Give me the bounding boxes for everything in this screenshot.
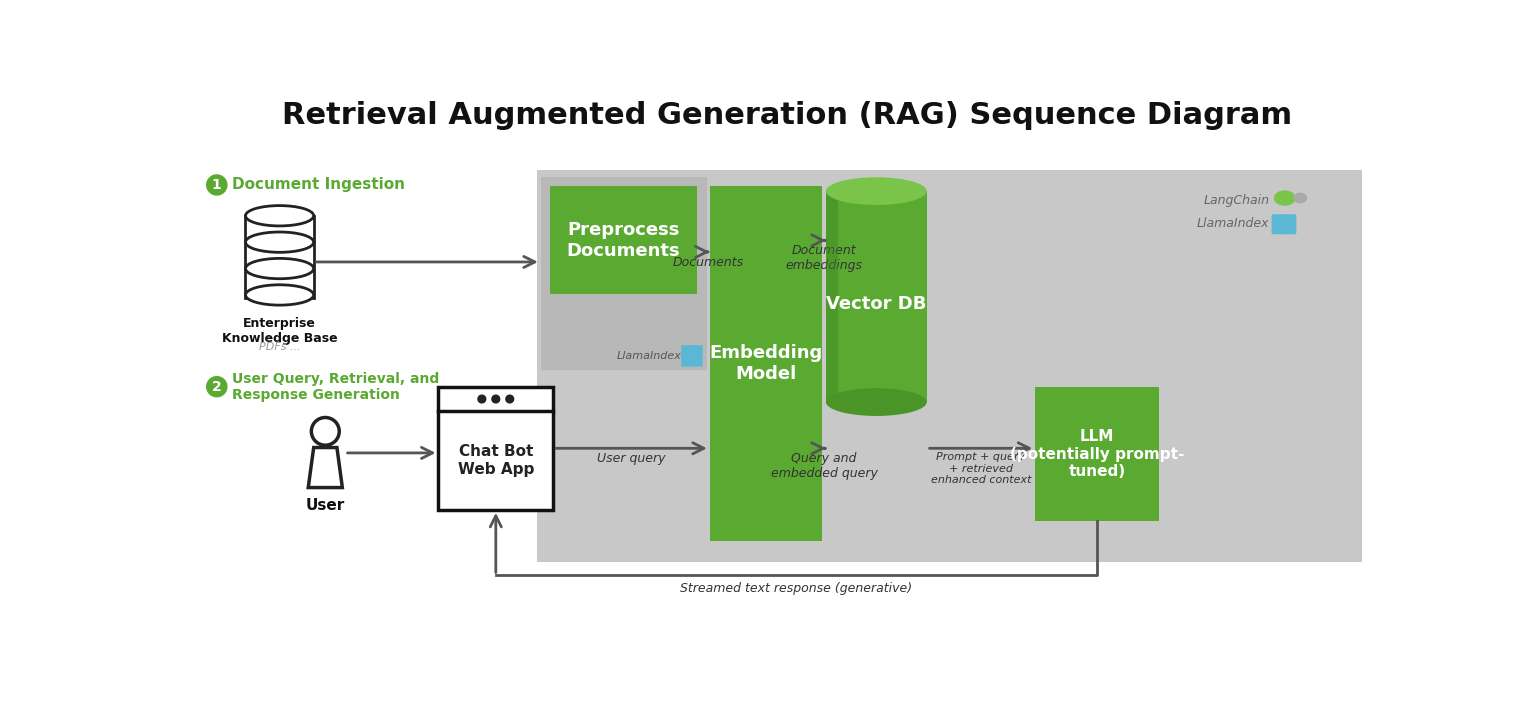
Text: Vector DB: Vector DB [826,295,926,313]
Text: Query and
embedded query: Query and embedded query [771,452,877,480]
Text: Document Ingestion: Document Ingestion [232,177,406,192]
Text: LlamaIndex: LlamaIndex [1197,217,1269,230]
Text: Embedding
Model: Embedding Model [710,344,822,383]
Text: Documents: Documents [673,256,743,269]
Circle shape [207,175,227,195]
Text: LlamaIndex: LlamaIndex [617,351,682,361]
Text: User: User [306,498,346,513]
Text: Retrieval Augmented Generation (RAG) Sequence Diagram: Retrieval Augmented Generation (RAG) Seq… [283,101,1292,130]
FancyBboxPatch shape [1272,215,1296,234]
Ellipse shape [246,232,313,252]
Text: Enterprise
Knowledge Base: Enterprise Knowledge Base [221,318,338,346]
Ellipse shape [826,388,926,416]
Text: LangChain: LangChain [1203,194,1269,207]
Ellipse shape [826,177,926,205]
Circle shape [478,395,485,403]
Ellipse shape [246,285,313,305]
Circle shape [492,395,499,403]
Ellipse shape [1293,193,1307,204]
FancyBboxPatch shape [826,191,926,402]
Circle shape [505,395,513,403]
FancyBboxPatch shape [1035,387,1160,521]
Text: 2: 2 [212,379,221,394]
Text: Streamed text response (generative): Streamed text response (generative) [680,582,912,595]
Text: Preprocess
Documents: Preprocess Documents [567,221,680,260]
Text: LLM
(potentially prompt-
tuned): LLM (potentially prompt- tuned) [1011,429,1184,479]
Text: Document
embeddings: Document embeddings [785,244,863,272]
FancyBboxPatch shape [826,191,839,402]
FancyBboxPatch shape [710,186,822,541]
Text: 1: 1 [212,178,221,192]
FancyBboxPatch shape [246,216,313,298]
Ellipse shape [246,258,313,279]
Circle shape [207,377,227,397]
Text: PDFs ...: PDFs ... [260,342,301,352]
Text: User query: User query [598,452,665,465]
FancyBboxPatch shape [538,169,1362,562]
FancyBboxPatch shape [438,387,553,510]
FancyBboxPatch shape [541,177,708,370]
Text: User Query, Retrieval, and
Response Generation: User Query, Retrieval, and Response Gene… [232,372,439,402]
Ellipse shape [1273,190,1295,206]
Text: Chat Bot
Web App: Chat Bot Web App [458,444,535,477]
FancyBboxPatch shape [550,186,697,294]
Text: Prompt + query
+ retrieved
enhanced context: Prompt + query + retrieved enhanced cont… [931,452,1031,485]
FancyBboxPatch shape [680,345,703,366]
Ellipse shape [246,206,313,226]
